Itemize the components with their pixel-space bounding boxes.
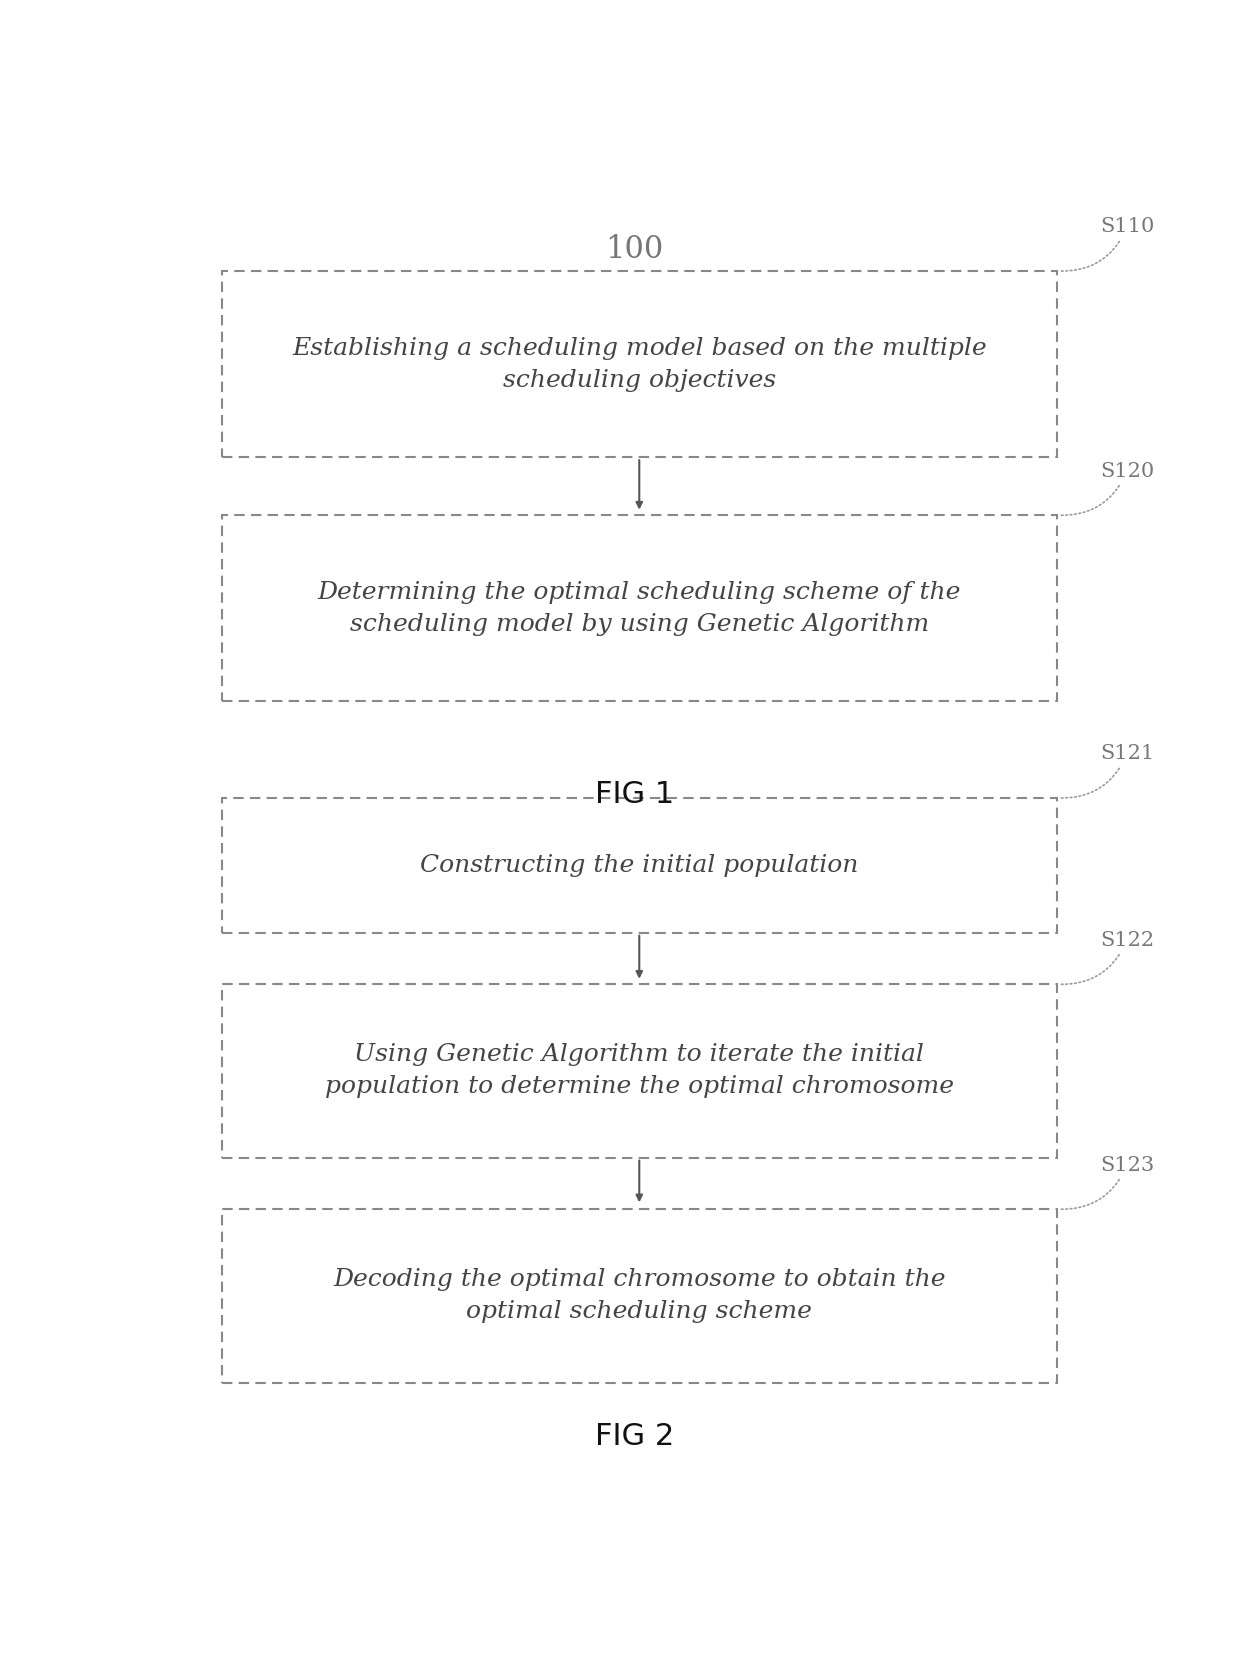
Text: Establishing a scheduling model based on the multiple
scheduling objectives: Establishing a scheduling model based on… — [292, 337, 987, 392]
Text: Decoding the optimal chromosome to obtain the
optimal scheduling scheme: Decoding the optimal chromosome to obtai… — [333, 1268, 946, 1324]
Text: 100: 100 — [605, 234, 664, 265]
Text: Determining the optimal scheduling scheme of the
scheduling model by using Genet: Determining the optimal scheduling schem… — [318, 581, 961, 636]
Polygon shape — [222, 798, 1057, 933]
Text: S110: S110 — [1060, 217, 1154, 270]
Text: Constructing the initial population: Constructing the initial population — [420, 855, 858, 876]
Text: FIG 2: FIG 2 — [594, 1422, 675, 1450]
Text: S123: S123 — [1060, 1155, 1154, 1210]
Text: S120: S120 — [1060, 462, 1154, 516]
Polygon shape — [222, 1208, 1057, 1382]
Polygon shape — [222, 270, 1057, 457]
Text: FIG 1: FIG 1 — [594, 779, 675, 808]
Text: S122: S122 — [1060, 931, 1154, 985]
Polygon shape — [222, 985, 1057, 1158]
Text: S121: S121 — [1060, 744, 1154, 798]
Text: Using Genetic Algorithm to iterate the initial
population to determine the optim: Using Genetic Algorithm to iterate the i… — [324, 1043, 953, 1098]
Polygon shape — [222, 516, 1057, 701]
